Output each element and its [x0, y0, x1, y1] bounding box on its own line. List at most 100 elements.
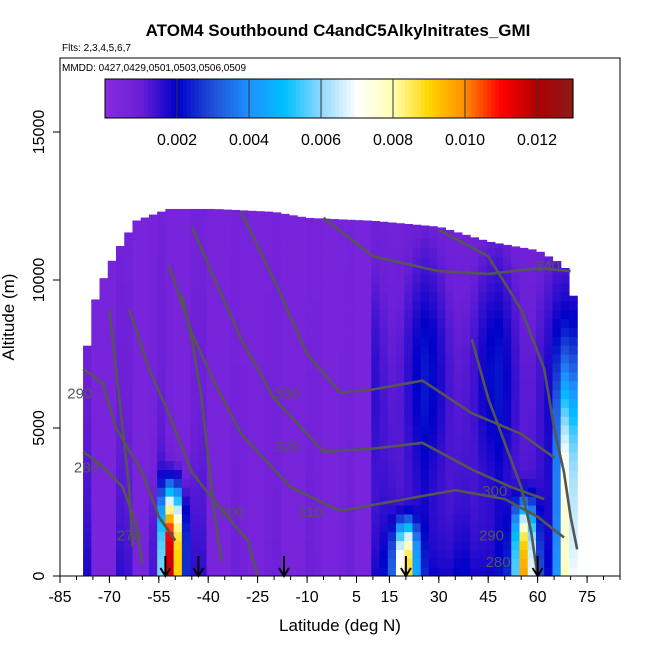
heat-cell	[363, 362, 372, 373]
heat-cell	[478, 327, 488, 337]
heat-cell	[371, 469, 381, 479]
heat-cell	[470, 496, 479, 506]
heat-cell	[363, 238, 372, 249]
colorbar-swatch	[518, 79, 523, 118]
heat-cell	[91, 300, 101, 311]
heat-cell	[272, 274, 282, 284]
heat-cell	[420, 380, 430, 391]
heat-cell	[552, 371, 562, 382]
heat-cell	[552, 549, 562, 559]
heat-cell	[305, 442, 315, 453]
heat-cell	[412, 265, 422, 275]
colorbar-tick-label: 0.002	[157, 132, 197, 149]
heat-cell	[486, 469, 496, 479]
heat-cell	[470, 549, 479, 559]
heat-cell	[354, 220, 364, 222]
heat-cell	[173, 389, 183, 399]
heat-cell	[478, 274, 488, 284]
heat-cell	[280, 256, 290, 266]
heat-cell	[99, 309, 109, 320]
heat-cell	[107, 380, 117, 391]
heat-cell	[519, 567, 529, 576]
heat-cell	[379, 522, 389, 533]
x-tick-label: 15	[381, 589, 399, 606]
heat-cell	[321, 291, 331, 302]
heat-cell	[231, 345, 241, 355]
heat-cell	[453, 513, 463, 524]
heat-cell	[486, 300, 496, 311]
colorbar-swatch	[229, 79, 235, 118]
heat-cell	[478, 487, 488, 497]
heat-cell	[132, 389, 142, 399]
heat-cell	[239, 540, 249, 550]
heat-cell	[99, 345, 109, 355]
heat-cell	[338, 407, 348, 417]
heat-cell	[527, 256, 537, 266]
heat-cell	[428, 425, 438, 435]
heat-cell	[206, 211, 216, 222]
heat-cell	[264, 549, 274, 559]
heat-cell	[124, 513, 134, 524]
heat-cell	[313, 469, 323, 479]
heat-cell	[527, 282, 537, 293]
heat-cell	[107, 487, 117, 497]
heat-cell	[437, 522, 447, 533]
colorbar-swatch	[151, 79, 157, 118]
heat-cell	[181, 513, 191, 524]
heat-cell	[453, 460, 463, 471]
heat-cell	[396, 256, 405, 266]
heat-cell	[99, 487, 109, 497]
heat-cell	[396, 469, 405, 479]
heat-cell	[568, 354, 578, 364]
heat-cell	[223, 442, 232, 453]
heat-cell	[379, 247, 389, 257]
heat-cell	[181, 416, 191, 426]
heat-cell	[445, 460, 455, 471]
heat-cell	[536, 522, 545, 533]
heat-cell	[486, 309, 496, 320]
heat-cell	[387, 336, 397, 346]
heat-cell	[486, 336, 496, 346]
heat-cell	[272, 540, 282, 550]
heat-cell	[256, 282, 265, 293]
heat-cell	[461, 522, 471, 533]
heat-cell	[239, 210, 249, 213]
heat-cell	[552, 274, 562, 284]
heat-cell	[297, 567, 307, 576]
heat-cell	[107, 309, 117, 320]
heat-cell	[264, 442, 274, 453]
colorbar-swatch	[522, 79, 527, 118]
heat-cell	[99, 451, 109, 462]
heat-cell	[181, 433, 191, 444]
heat-cell	[116, 416, 125, 426]
heat-cell	[338, 496, 348, 506]
heat-cell	[223, 291, 232, 302]
heat-cell	[387, 354, 397, 364]
heat-cell	[83, 558, 92, 568]
heat-cell	[272, 504, 282, 515]
heat-cell	[288, 215, 298, 222]
heat-cell	[363, 380, 372, 391]
heat-cell	[247, 318, 257, 328]
heat-cell	[544, 469, 554, 479]
heat-cell	[116, 522, 125, 533]
colorbar-swatch	[545, 79, 551, 118]
heat-cell	[99, 567, 109, 576]
heat-cell	[181, 265, 191, 275]
heat-cell	[511, 282, 521, 293]
heat-cell	[503, 247, 512, 257]
heat-cell	[272, 354, 282, 364]
heat-cell	[404, 558, 414, 568]
heat-cell	[420, 300, 430, 311]
colorbar-swatch	[272, 79, 278, 118]
heat-cell	[280, 442, 290, 453]
heat-cell	[280, 416, 290, 426]
heat-cell	[445, 336, 455, 346]
heat-cell	[420, 558, 430, 568]
heat-cell	[264, 522, 274, 533]
heat-cell	[428, 371, 438, 382]
colorbar-swatch	[276, 79, 282, 118]
colorbar-swatch	[537, 79, 543, 118]
heat-cell	[461, 371, 471, 382]
heat-cell	[461, 327, 471, 337]
